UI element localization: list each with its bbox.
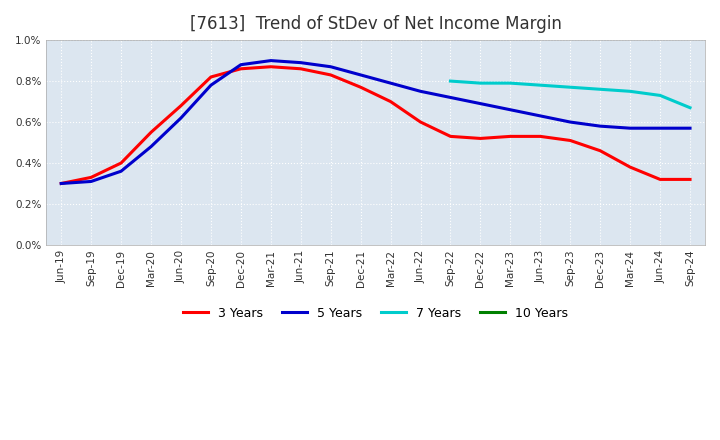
- 5 Years: [506, 107, 515, 112]
- 5 Years: [237, 62, 246, 67]
- 7 Years: [476, 81, 485, 86]
- 5 Years: [356, 72, 365, 77]
- 3 Years: [656, 177, 665, 182]
- 7 Years: [536, 83, 544, 88]
- 7 Years: [566, 84, 575, 90]
- 3 Years: [237, 66, 246, 71]
- 5 Years: [536, 113, 544, 118]
- Line: 7 Years: 7 Years: [451, 81, 690, 108]
- 5 Years: [566, 119, 575, 125]
- 3 Years: [87, 175, 96, 180]
- 7 Years: [685, 105, 694, 110]
- Legend: 3 Years, 5 Years, 7 Years, 10 Years: 3 Years, 5 Years, 7 Years, 10 Years: [179, 302, 573, 325]
- 5 Years: [596, 124, 605, 129]
- 5 Years: [266, 58, 275, 63]
- 3 Years: [506, 134, 515, 139]
- 3 Years: [596, 148, 605, 154]
- 3 Years: [326, 72, 335, 77]
- 7 Years: [626, 89, 634, 94]
- 5 Years: [176, 115, 185, 121]
- 5 Years: [297, 60, 305, 65]
- 3 Years: [117, 160, 125, 165]
- 3 Years: [416, 119, 425, 125]
- 3 Years: [446, 134, 455, 139]
- 3 Years: [476, 136, 485, 141]
- 3 Years: [685, 177, 694, 182]
- 5 Years: [656, 125, 665, 131]
- 5 Years: [386, 81, 395, 86]
- 5 Years: [476, 101, 485, 106]
- 7 Years: [446, 78, 455, 84]
- 5 Years: [626, 125, 634, 131]
- 7 Years: [506, 81, 515, 86]
- 3 Years: [176, 103, 185, 108]
- 5 Years: [147, 144, 156, 149]
- 7 Years: [596, 87, 605, 92]
- Line: 5 Years: 5 Years: [61, 61, 690, 183]
- 5 Years: [87, 179, 96, 184]
- 7 Years: [656, 93, 665, 98]
- 5 Years: [416, 89, 425, 94]
- 3 Years: [266, 64, 275, 70]
- 3 Years: [297, 66, 305, 71]
- 3 Years: [386, 99, 395, 104]
- 3 Years: [566, 138, 575, 143]
- 3 Years: [356, 84, 365, 90]
- 5 Years: [207, 83, 215, 88]
- Title: [7613]  Trend of StDev of Net Income Margin: [7613] Trend of StDev of Net Income Marg…: [189, 15, 562, 33]
- 3 Years: [626, 165, 634, 170]
- 3 Years: [147, 130, 156, 135]
- 5 Years: [685, 125, 694, 131]
- 5 Years: [57, 181, 66, 186]
- 3 Years: [207, 74, 215, 80]
- 3 Years: [57, 181, 66, 186]
- 5 Years: [446, 95, 455, 100]
- 3 Years: [536, 134, 544, 139]
- 5 Years: [117, 169, 125, 174]
- Line: 3 Years: 3 Years: [61, 67, 690, 183]
- 5 Years: [326, 64, 335, 70]
